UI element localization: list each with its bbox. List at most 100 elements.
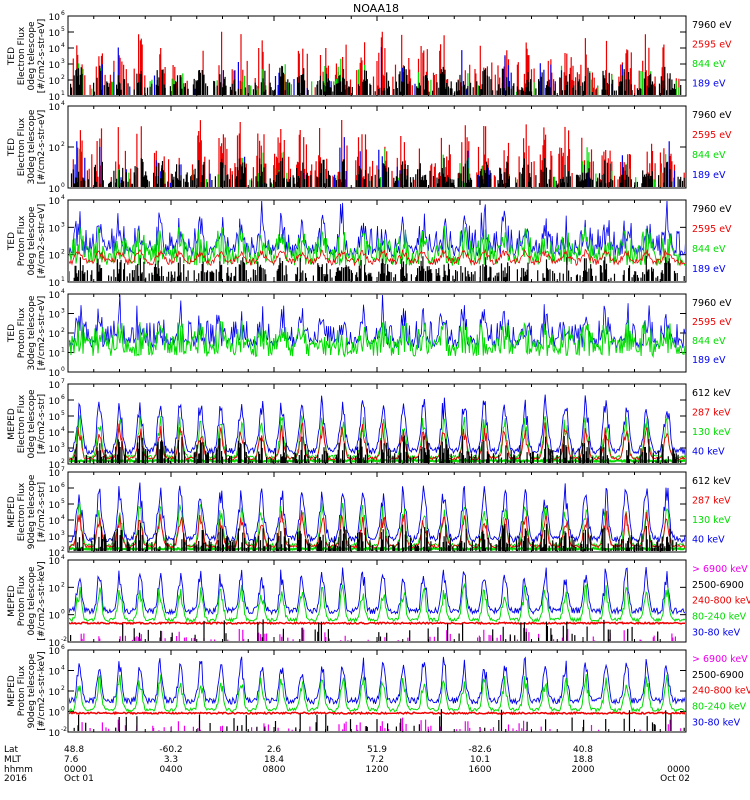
footer-hhmm: 2000 xyxy=(572,765,595,775)
footer-row-label: hhmm xyxy=(4,765,33,775)
legend-entry: 287 keV xyxy=(692,495,731,506)
footer-lat: 51.9 xyxy=(367,745,387,755)
legend-entry: 844 eV xyxy=(692,336,726,347)
panel-ylabel: MEPEDProton Flux0deg telescope[#/cm2-s-s… xyxy=(7,561,47,640)
legend-entry: 30-80 keV xyxy=(692,627,741,638)
footer-lat: 40.8 xyxy=(573,745,593,755)
legend-entry: 80-240 keV xyxy=(692,702,747,713)
footer-lat: -82.6 xyxy=(468,745,492,755)
footer-hhmm: 0000 xyxy=(64,765,87,775)
trace-green xyxy=(69,502,685,549)
y-tick-label: 10 xyxy=(49,533,61,543)
y-tick-label: 10 xyxy=(49,291,61,301)
y-tick-exponent: 4 xyxy=(61,42,65,49)
y-tick-label: 10 xyxy=(49,584,61,594)
y-tick-label: 10 xyxy=(49,557,61,567)
y-tick-label: 10 xyxy=(49,330,61,340)
trace-red-floor xyxy=(69,621,685,626)
panel-traces xyxy=(70,31,682,95)
footer-lat: 48.8 xyxy=(64,745,84,755)
y-tick-exponent: 5 xyxy=(61,498,65,505)
trace-black xyxy=(73,709,685,731)
y-tick-label: 10 xyxy=(49,185,61,195)
legend-entry: 612 keV xyxy=(692,476,731,487)
y-tick-label: 10 xyxy=(49,77,61,87)
y-tick-label: 10 xyxy=(49,668,61,678)
legend-entry: 240-800 keV xyxy=(692,596,750,607)
trace-blue xyxy=(69,394,685,456)
y-tick-exponent: 3 xyxy=(61,58,65,65)
footer-date: Oct 02 xyxy=(660,774,690,784)
y-tick-label: 10 xyxy=(49,485,61,495)
y-tick-exponent: -2 xyxy=(61,636,67,643)
y-tick-label: 10 xyxy=(49,549,61,559)
footer-date: Oct 01 xyxy=(64,774,94,784)
trace-red xyxy=(69,248,685,267)
footer-row-label: MLT xyxy=(4,755,22,765)
y-tick-label: 10 xyxy=(49,639,61,649)
y-tick-exponent: 0 xyxy=(61,366,65,373)
chart-title: NOAA18 xyxy=(353,2,399,15)
trace-blue xyxy=(69,295,685,349)
legend-entry: 2500-6900 xyxy=(692,580,744,591)
y-tick-label: 10 xyxy=(49,13,61,23)
trace-green xyxy=(69,226,685,267)
trace-black xyxy=(69,522,677,551)
panel-traces xyxy=(69,394,685,463)
legend-entry: 189 eV xyxy=(692,355,726,366)
trace-black xyxy=(70,434,682,463)
trace-blue xyxy=(69,201,685,258)
y-tick-exponent: 2 xyxy=(61,458,65,465)
y-tick-label: 10 xyxy=(49,311,61,321)
y-tick-label: 10 xyxy=(49,729,61,739)
footer-row-label: Lat xyxy=(4,745,19,755)
panel-ylabel: MEPEDElectron Flux90deg telescope[#/cm2-… xyxy=(7,474,47,549)
y-tick-label: 10 xyxy=(49,688,61,698)
footer-mlt: 10.1 xyxy=(470,755,490,765)
y-tick-label: 10 xyxy=(49,252,61,262)
panel-traces xyxy=(69,482,685,551)
legend-entry: > 6900 keV xyxy=(692,564,748,575)
y-tick-exponent: 2 xyxy=(61,141,65,148)
y-tick-label: 10 xyxy=(49,45,61,55)
footer-mlt: 18.4 xyxy=(264,755,284,765)
y-tick-label: 10 xyxy=(49,647,61,657)
trace-blue xyxy=(69,567,685,616)
footer-hhmm: 0800 xyxy=(263,765,286,775)
legend-entry: 844 eV xyxy=(692,59,726,70)
footer-hhmm: 1200 xyxy=(366,765,389,775)
y-tick-exponent: -2 xyxy=(61,726,67,733)
y-tick-label: 10 xyxy=(49,709,61,719)
y-tick-exponent: 5 xyxy=(61,410,65,417)
y-tick-exponent: 2 xyxy=(61,249,65,256)
y-tick-label: 10 xyxy=(49,224,61,234)
y-tick-exponent: 7 xyxy=(61,378,65,385)
y-tick-exponent: 4 xyxy=(61,554,65,561)
y-tick-exponent: 4 xyxy=(61,194,65,201)
trace-green xyxy=(69,582,685,624)
legend-entry: 80-240 keV xyxy=(692,612,747,623)
legend-entry: 130 keV xyxy=(692,427,731,438)
panel-ylabel: TEDElectron Flux30deg telescope[#/cm2-s-… xyxy=(7,109,47,184)
panel-traces xyxy=(70,120,685,187)
y-tick-label: 10 xyxy=(49,197,61,207)
y-tick-label: 10 xyxy=(49,445,61,455)
legend-entry: 189 eV xyxy=(692,264,726,275)
panel-traces xyxy=(69,201,685,281)
y-tick-label: 10 xyxy=(49,517,61,527)
panel-traces xyxy=(69,656,685,731)
legend-entry: 30-80 keV xyxy=(692,717,741,728)
footer-mlt: 3.3 xyxy=(164,755,178,765)
panel-ylabel: TEDElectron Flux0deg telescope[#/cm2-s-s… xyxy=(7,19,47,94)
panel-traces xyxy=(69,567,685,641)
footer-lat: 2.6 xyxy=(267,745,282,755)
panel-ylabel: TEDProton Flux0deg telescope[#/cm2-s-str… xyxy=(7,204,47,279)
y-tick-exponent: 6 xyxy=(61,644,65,651)
y-tick-exponent: 7 xyxy=(61,466,65,473)
trace-black xyxy=(70,157,685,187)
